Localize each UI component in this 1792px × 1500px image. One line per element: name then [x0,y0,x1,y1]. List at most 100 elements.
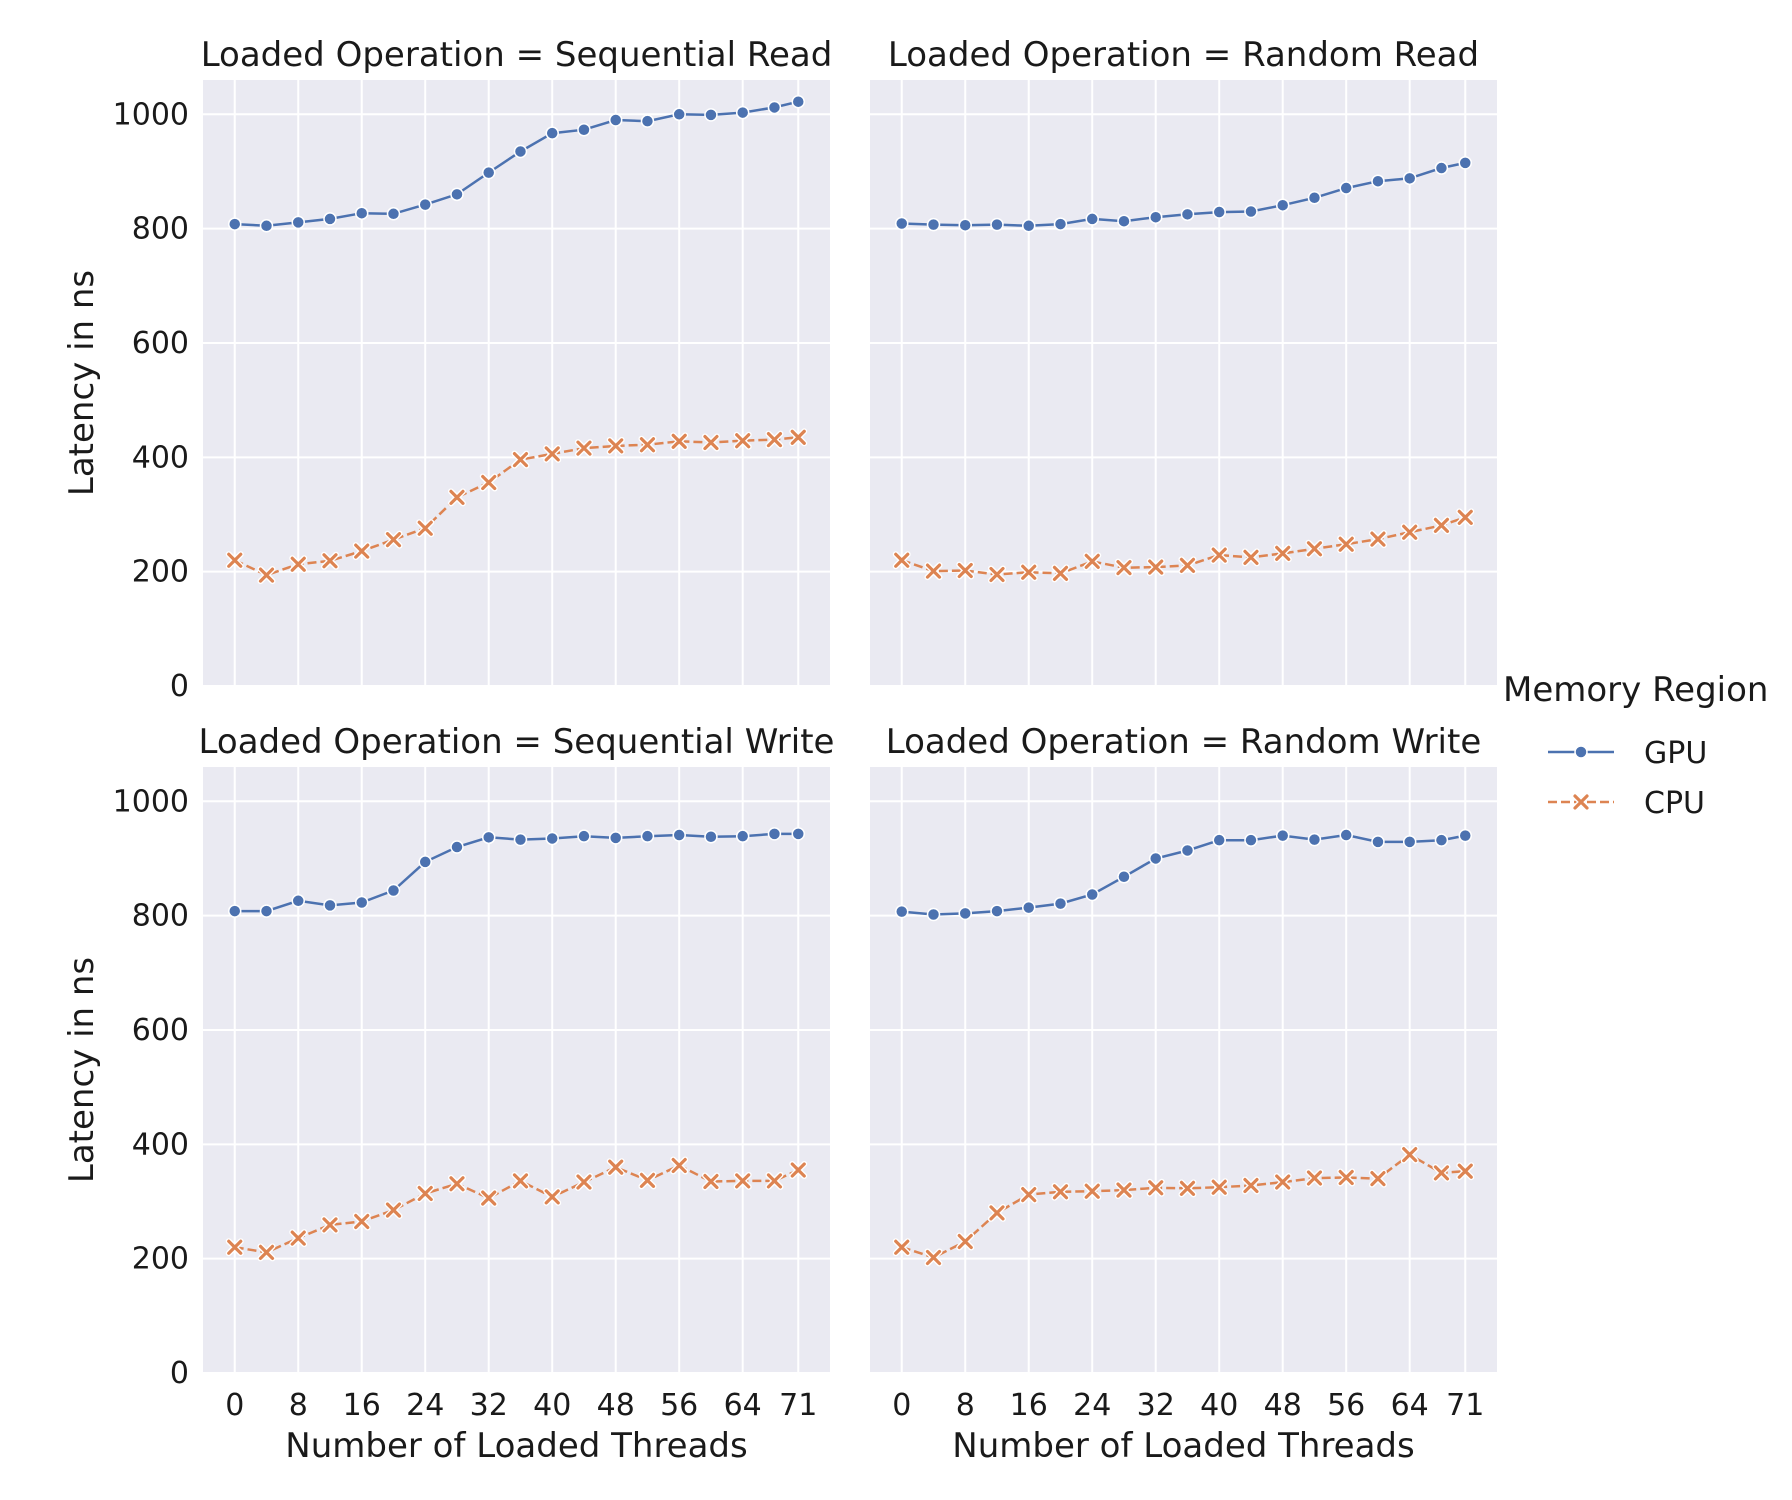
y-axis-label: Latency in ns [62,957,102,1183]
facet-panel-1: Loaded Operation = Sequential Read 0 200 40… [62,35,832,704]
data-point-gpu [450,187,464,202]
legend-label: GPU [1644,736,1707,771]
data-point-cpu-stroke [544,446,560,462]
data-point-cpu-stroke [735,433,751,449]
data-point-cpu-stroke [957,1233,973,1250]
x-tick-label: 40 [1200,1388,1238,1423]
data-point-cpu [1146,1178,1165,1197]
data-point-cpu [638,1171,657,1190]
data-point-gpu [227,904,242,918]
y-tick-label: 0 [170,669,189,704]
data-point-gpu [513,832,528,847]
data-point-gpu [1434,833,1449,847]
data-point-gpu [386,207,401,221]
data-point-gpu [227,217,242,231]
data-point-cpu [1051,564,1070,583]
x-tick-label: 32 [470,1388,508,1423]
data-point-cpu-stroke [322,553,338,569]
data-point-cpu-stroke [703,434,719,451]
data-point-cpu-stroke [1433,1165,1450,1181]
data-point-gpu [1458,156,1473,170]
data-point-cpu-stroke [925,1249,942,1266]
data-point-cpu [447,1174,466,1193]
data-point-cpu [1083,552,1102,571]
data-point-gpu [1021,900,1036,915]
data-point-gpu [1148,210,1163,224]
data-point-gpu [577,829,591,843]
data-point-cpu [987,1203,1006,1222]
x-tick-label: 56 [1327,1388,1365,1423]
data-point-gpu [608,113,623,127]
data-point-gpu [1371,174,1385,188]
data-point-gpu [767,100,782,115]
data-point-cpu [765,430,784,449]
y-tick-label: 400 [132,1127,189,1162]
data-point-cpu-stroke [790,1162,806,1178]
data-point-gpu [990,904,1004,918]
y-tick-label: 800 [132,899,189,934]
data-point-gpu [1085,887,1099,902]
data-point-cpu [1146,558,1165,577]
facet-title: Loaded Operation = Sequential Write [199,722,835,762]
data-point-cpu-stroke [1306,1170,1323,1186]
data-point-cpu [574,1173,593,1192]
data-point-gpu [704,829,718,844]
data-point-gpu [767,827,782,841]
data-point-cpu-stroke [1211,547,1227,563]
series-cpu [892,508,1475,584]
data-point-gpu [481,165,496,180]
data-point-cpu [1337,535,1356,554]
data-point-gpu [608,831,623,845]
data-point-cpu-stroke [1084,553,1100,569]
data-point-cpu [1400,1145,1419,1164]
data-point-cpu-stroke [449,489,465,505]
data-point-gpu [418,197,432,212]
data-point-cpu [257,566,276,585]
data-point-cpu [1178,1179,1197,1198]
data-point-gpu [323,898,337,913]
x-tick-label: 24 [1073,1388,1111,1423]
data-point-gpu [1117,214,1131,228]
data-point-cpu [1456,508,1475,527]
legend-entry-gpu: GPU [1548,736,1707,771]
data-point-cpu-stroke [1148,1180,1164,1196]
data-point-cpu-stroke [1052,1184,1069,1200]
data-point-cpu [574,439,593,458]
data-point-gpu [958,218,972,232]
data-point-cpu [1305,1169,1324,1188]
data-point-cpu-stroke [894,1239,910,1255]
data-point-cpu [289,555,308,574]
data-point-cpu [670,432,689,451]
data-point-cpu-stroke [1116,560,1132,576]
data-point-cpu-stroke [258,1244,275,1260]
data-point-cpu-stroke [1179,557,1196,573]
data-point-cpu-stroke [322,1217,338,1233]
data-point-cpu-stroke [1243,549,1259,565]
y-tick-label: 1000 [113,97,189,132]
data-point-cpu [765,1171,784,1190]
data-point-cpu-stroke [639,437,656,453]
data-point-gpu [323,212,337,226]
data-point-gpu [386,883,401,898]
data-point-gpu [1180,843,1195,858]
data-point-cpu-stroke [1275,545,1291,561]
data-point-cpu [1337,1168,1356,1187]
data-point-cpu-stroke [1116,1182,1132,1198]
legend-entries: GPU CPU [1548,736,1707,821]
data-point-cpu [1368,1169,1387,1188]
data-point-cpu [511,1171,530,1190]
data-point-cpu [956,561,975,580]
data-point-cpu-stroke [790,429,806,445]
data-point-cpu-stroke [576,440,592,456]
legend-marker-stroke [1573,794,1589,810]
x-axis-label: Number of Loaded Threads [952,1426,1414,1466]
x-tick-label: 48 [1264,1388,1302,1423]
data-point-cpu-stroke [290,556,306,572]
y-tick-label: 800 [132,212,189,247]
data-point-cpu-stroke [1243,1177,1259,1194]
data-point-gpu [418,855,432,869]
data-point-cpu [225,551,244,570]
data-point-cpu [1210,1178,1229,1197]
legend-title: Memory Region [1503,670,1768,710]
data-point-cpu [1241,548,1260,567]
